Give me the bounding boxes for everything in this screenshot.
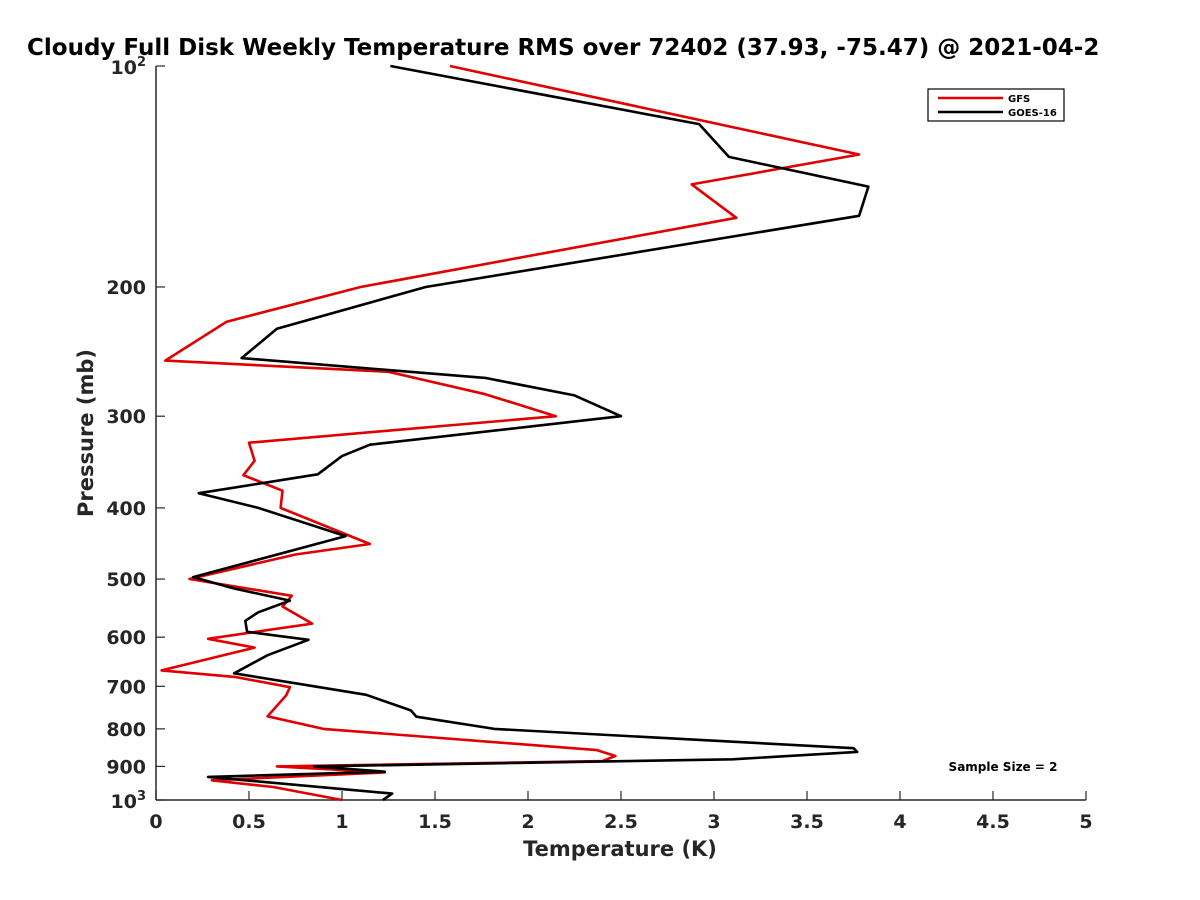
- x-tick-label-6: 3: [707, 811, 720, 833]
- sample-size-annotation: Sample Size = 2: [949, 760, 1058, 774]
- legend-label-1: GOES-16: [1008, 108, 1057, 119]
- x-tick-label-3: 1.5: [418, 811, 452, 833]
- legend: GFS GOES-16: [927, 88, 1065, 122]
- y-axis-label: Pressure (mb): [74, 349, 98, 517]
- y-tick-label-4: 500: [106, 569, 146, 591]
- series-layer: [160, 64, 870, 802]
- y-tick-label-1: 200: [106, 277, 146, 299]
- x-tick-label-4: 2: [521, 811, 534, 833]
- axes: 0 0.5 1 1.5 2 2.5 3 3.5 4 4.5 5 102 200 300 400 500 600 7…: [106, 55, 1092, 833]
- y-tick-label-9: 103: [111, 789, 147, 813]
- series-line-goes-16: [191, 64, 870, 802]
- x-tick-label-5: 2.5: [604, 811, 638, 833]
- legend-label-0: GFS: [1008, 94, 1030, 105]
- y-tick-label-5: 600: [106, 627, 146, 649]
- x-tick-label-0: 0: [149, 811, 162, 833]
- series-line-gfs: [160, 64, 861, 802]
- x-tick-label-9: 4.5: [976, 811, 1010, 833]
- x-tick-label-8: 4: [893, 811, 906, 833]
- x-tick-label-10: 5: [1079, 811, 1092, 833]
- legend-box: [927, 88, 1065, 122]
- x-tick-label-1: 0.5: [232, 811, 266, 833]
- y-tick-label-3: 400: [106, 498, 146, 520]
- y-tick-label-0: 102: [111, 55, 147, 79]
- y-tick-label-6: 700: [106, 676, 146, 698]
- x-tick-label-2: 1: [335, 811, 348, 833]
- y-tick-label-2: 300: [106, 406, 146, 428]
- x-axis-label: Temperature (K): [523, 837, 717, 861]
- y-tick-label-8: 900: [106, 756, 146, 778]
- x-tick-label-7: 3.5: [790, 811, 824, 833]
- chart-title: Cloudy Full Disk Weekly Temperature RMS …: [27, 35, 1099, 61]
- y-tick-label-7: 800: [106, 719, 146, 741]
